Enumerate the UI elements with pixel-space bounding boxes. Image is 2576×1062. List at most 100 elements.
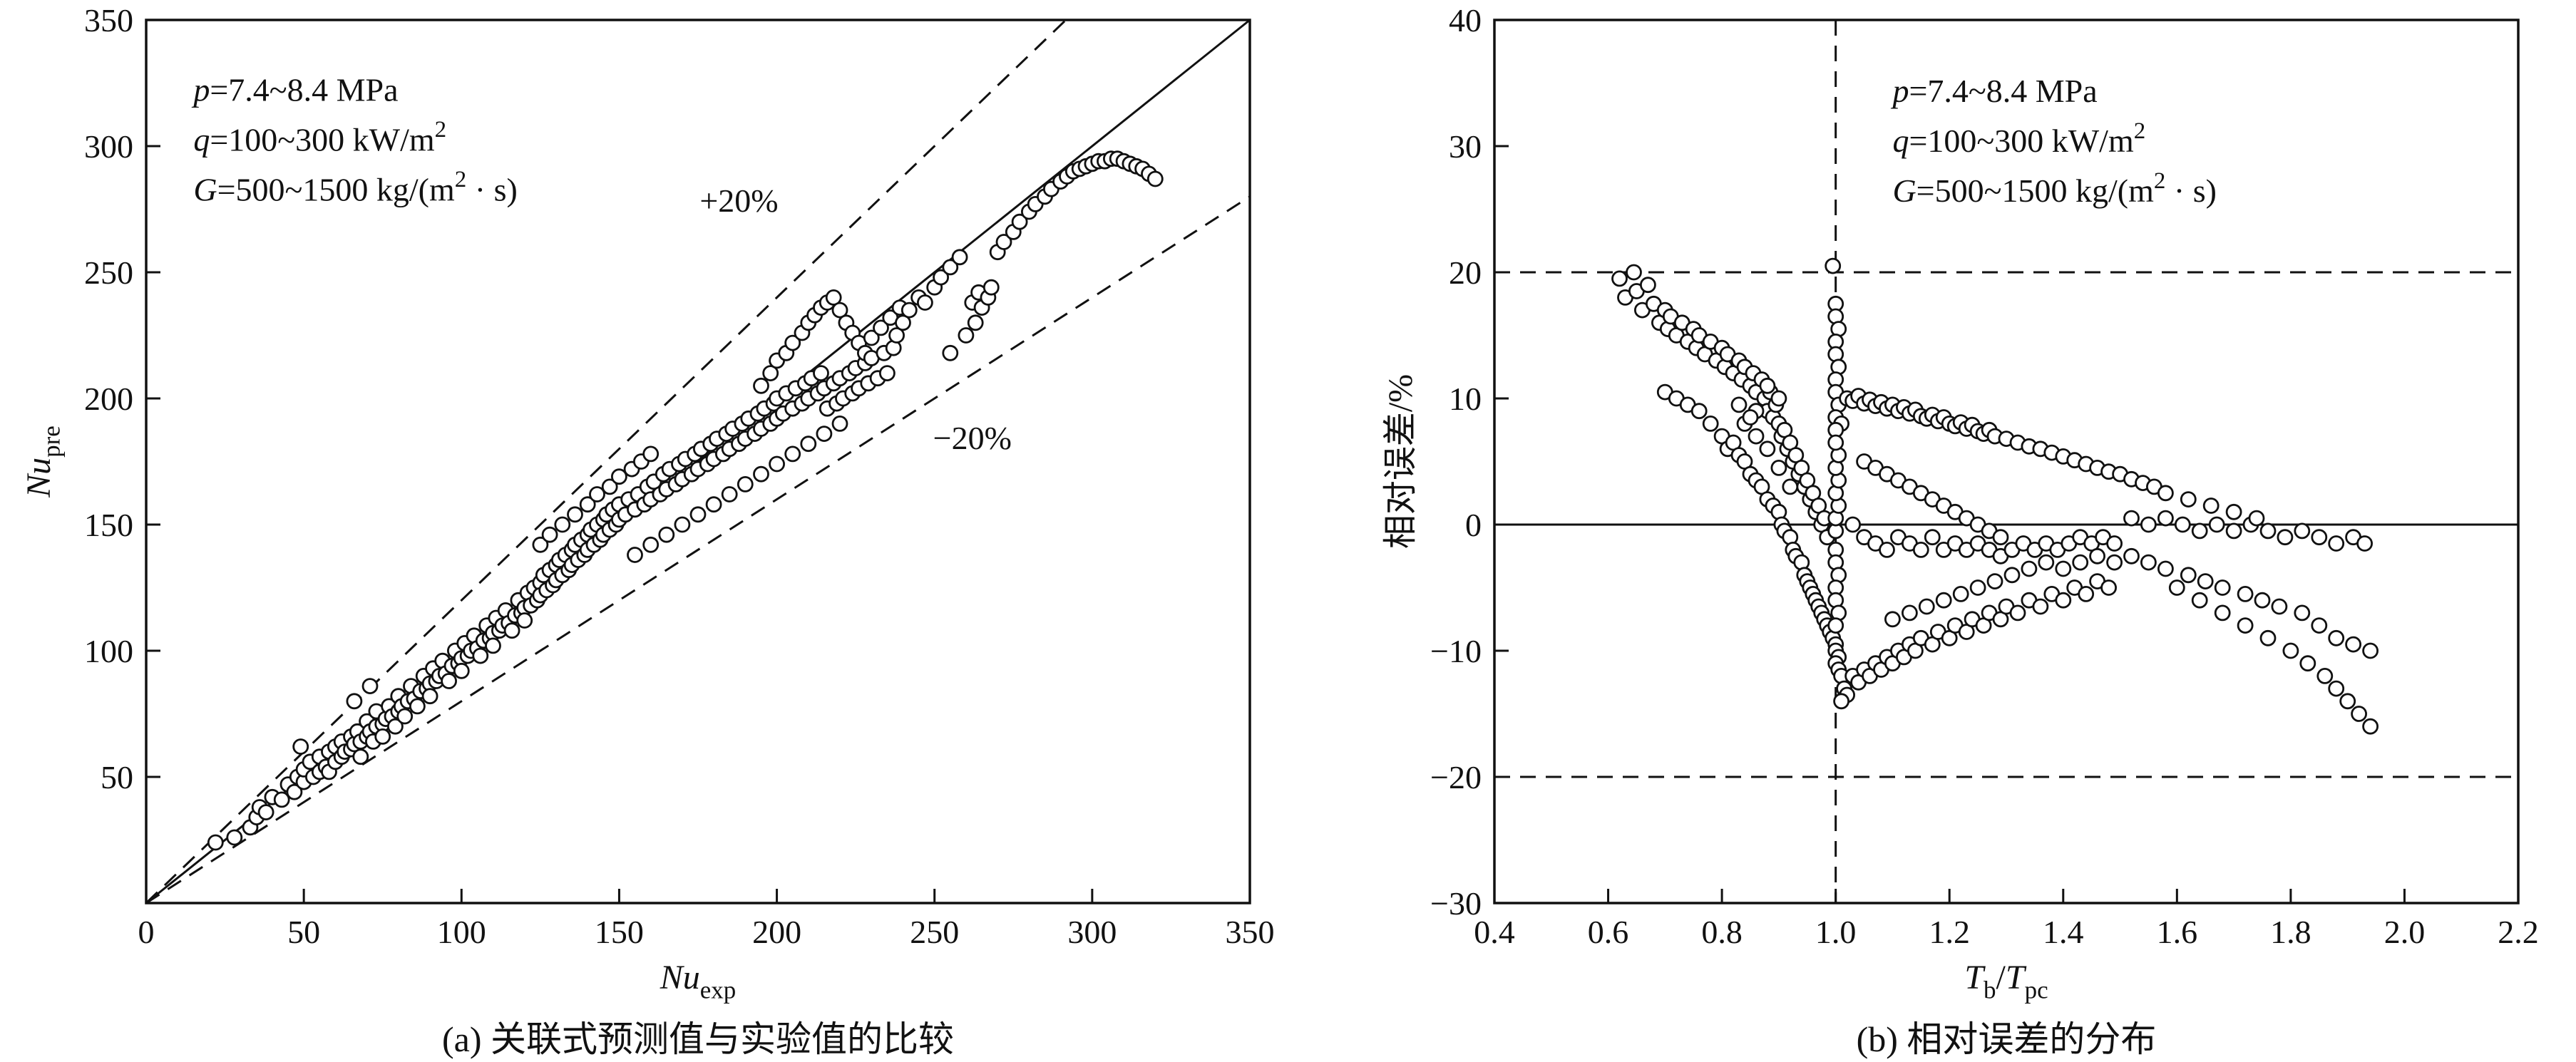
data-point xyxy=(2100,579,2117,596)
data-point xyxy=(879,365,896,381)
data-point xyxy=(737,476,754,493)
y-tick-label: 30 xyxy=(1449,128,1482,165)
data-point xyxy=(2168,579,2185,596)
condition-annotation-line: p=7.4~8.4 MPa xyxy=(191,71,398,108)
data-point xyxy=(2351,706,2367,722)
data-point xyxy=(1770,460,1787,476)
data-point xyxy=(2174,516,2191,533)
data-point xyxy=(1690,403,1708,420)
data-point xyxy=(1759,440,1776,458)
data-point xyxy=(541,526,558,543)
data-point xyxy=(917,294,933,311)
y-tick-label: 300 xyxy=(84,128,133,165)
data-point xyxy=(1742,409,1759,426)
data-point xyxy=(2180,491,2197,507)
condition-annotation-line: q=100~300 kW/m2 xyxy=(193,117,446,158)
data-point xyxy=(2021,560,2038,577)
chart-b-caption: (b) 相对误差的分布 xyxy=(1856,1019,2157,1059)
data-point xyxy=(2316,668,2334,684)
data-point xyxy=(1639,277,1656,294)
y-axis-title: Nupre xyxy=(20,426,65,498)
x-tick-label: 50 xyxy=(287,914,320,950)
data-point xyxy=(873,319,889,336)
ref-line--20% xyxy=(145,195,1251,904)
x-tick-label: 150 xyxy=(595,914,644,950)
data-point xyxy=(2294,604,2311,622)
data-point xyxy=(2197,573,2214,589)
data-point xyxy=(1011,213,1028,230)
data-point xyxy=(816,426,833,442)
data-point xyxy=(2032,598,2049,615)
data-point xyxy=(453,662,470,679)
plot-frame xyxy=(1493,19,2520,904)
data-point xyxy=(2225,522,2242,540)
data-point xyxy=(485,637,501,654)
y-axis-title-group: 相对误差/% xyxy=(1382,374,1420,549)
data-point xyxy=(2356,535,2373,552)
data-point xyxy=(1833,693,1849,710)
data-point xyxy=(2259,629,2277,646)
data-point xyxy=(1825,257,1842,274)
data-point xyxy=(1884,611,1901,628)
data-point xyxy=(2294,522,2311,540)
data-point xyxy=(1782,478,1799,495)
data-point xyxy=(721,486,738,502)
y-tick-label: 10 xyxy=(1449,381,1482,417)
data-point xyxy=(516,612,533,629)
data-point xyxy=(2282,642,2299,659)
data-point xyxy=(2271,598,2288,615)
data-point xyxy=(1879,542,1895,558)
data-point xyxy=(2157,485,2174,502)
x-tick-label: 1.8 xyxy=(2270,914,2311,950)
data-point xyxy=(831,301,848,319)
y-tick-label: 40 xyxy=(1449,2,1482,38)
data-point xyxy=(995,234,1012,250)
data-point xyxy=(705,496,722,513)
data-point xyxy=(982,279,1000,296)
data-point xyxy=(1827,434,1844,451)
y-tick-label: 150 xyxy=(84,507,133,543)
data-point xyxy=(942,344,959,361)
data-point xyxy=(2157,560,2174,577)
data-point xyxy=(409,698,426,715)
y-tick-label: 20 xyxy=(1449,254,1482,291)
data-point xyxy=(2140,554,2157,571)
data-point xyxy=(863,329,880,346)
data-point xyxy=(784,445,801,463)
chart-a-panel: 0 50 100 150 200 250 300 350 50 100 150 200 250 300 35… xyxy=(0,0,1288,1061)
data-point xyxy=(441,673,457,689)
data-point xyxy=(1748,428,1765,445)
y-tick-label: 200 xyxy=(84,381,133,417)
data-point xyxy=(2038,554,2055,571)
data-point xyxy=(503,622,520,639)
data-point xyxy=(2328,535,2345,552)
chart-a-caption: (a) 关联式预测值与实验值的比较 xyxy=(442,1019,954,1059)
data-point xyxy=(2208,516,2225,533)
data-point xyxy=(2123,510,2140,527)
data-point xyxy=(900,301,918,319)
x-tick-label: 1.0 xyxy=(1815,914,1857,950)
plot-frame xyxy=(145,19,1251,904)
data-point xyxy=(1146,170,1164,187)
data-point xyxy=(642,445,660,463)
data-point xyxy=(207,834,224,851)
chart-a-scatter-plot: 0 50 100 150 200 250 300 350 50 100 150 200 250 300 35… xyxy=(20,2,1275,1004)
x-tick-label: 0 xyxy=(138,914,155,950)
y-tick-label: −10 xyxy=(1430,633,1482,669)
data-point xyxy=(589,486,605,502)
data-point xyxy=(2214,604,2231,622)
data-point xyxy=(933,269,949,286)
data-point xyxy=(2254,592,2271,609)
data-point xyxy=(1827,617,1844,634)
data-point xyxy=(2191,592,2208,609)
x-axis-title: Tb/Tpc xyxy=(1964,959,2048,1004)
data-point xyxy=(753,465,769,483)
chart-b-panel: 0.4 0.6 0.8 1.0 1.2 1.4 1.6 1.8 2.0 2.2 −30 −20 −10 0… xyxy=(1288,0,2576,1061)
data-point xyxy=(2140,516,2157,533)
data-point xyxy=(2362,642,2379,659)
x-tick-label: 300 xyxy=(1067,914,1117,950)
x-tick-label: 1.6 xyxy=(2157,914,2198,950)
y-tick-label: 350 xyxy=(84,2,133,38)
data-point xyxy=(2106,554,2123,571)
